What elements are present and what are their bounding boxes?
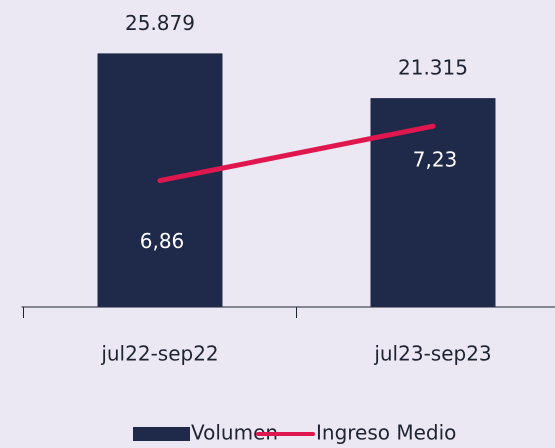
line-value-label: 6,86 <box>140 229 185 253</box>
bar <box>370 98 496 307</box>
line-value-label: 7,23 <box>413 148 458 172</box>
bar-value-label: 25.879 <box>125 11 195 35</box>
bar-value-label: 21.315 <box>398 56 468 80</box>
legend-swatch <box>133 427 190 441</box>
line <box>157 123 436 184</box>
legend-label: Ingreso Medio <box>316 421 456 445</box>
x-tick-label: jul22-sep22 <box>100 342 218 366</box>
x-tick-label: jul23-sep23 <box>373 342 491 366</box>
